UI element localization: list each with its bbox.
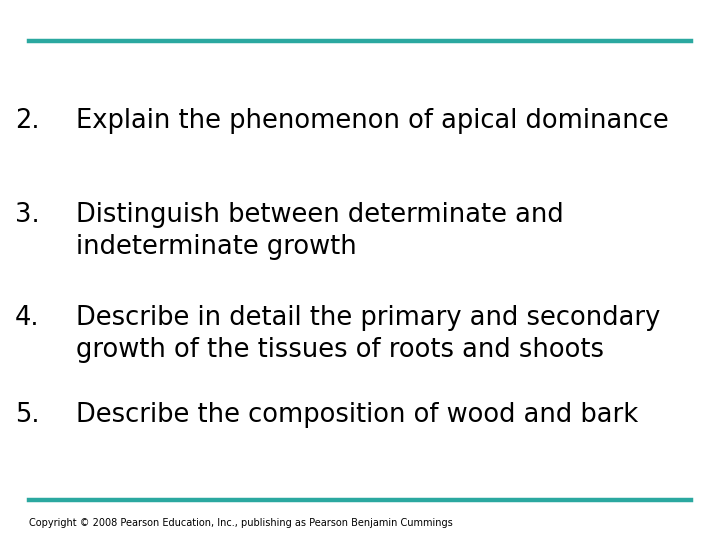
Text: 3.: 3.	[15, 202, 40, 228]
Text: Describe in detail the primary and secondary
growth of the tissues of roots and : Describe in detail the primary and secon…	[76, 305, 660, 363]
Text: 2.: 2.	[15, 108, 40, 134]
Text: Copyright © 2008 Pearson Education, Inc., publishing as Pearson Benjamin Cumming: Copyright © 2008 Pearson Education, Inc.…	[29, 518, 453, 528]
Text: Explain the phenomenon of apical dominance: Explain the phenomenon of apical dominan…	[76, 108, 668, 134]
Text: 5.: 5.	[15, 402, 40, 428]
Text: Describe the composition of wood and bark: Describe the composition of wood and bar…	[76, 402, 638, 428]
Text: 4.: 4.	[15, 305, 40, 331]
Text: Distinguish between determinate and
indeterminate growth: Distinguish between determinate and inde…	[76, 202, 563, 260]
